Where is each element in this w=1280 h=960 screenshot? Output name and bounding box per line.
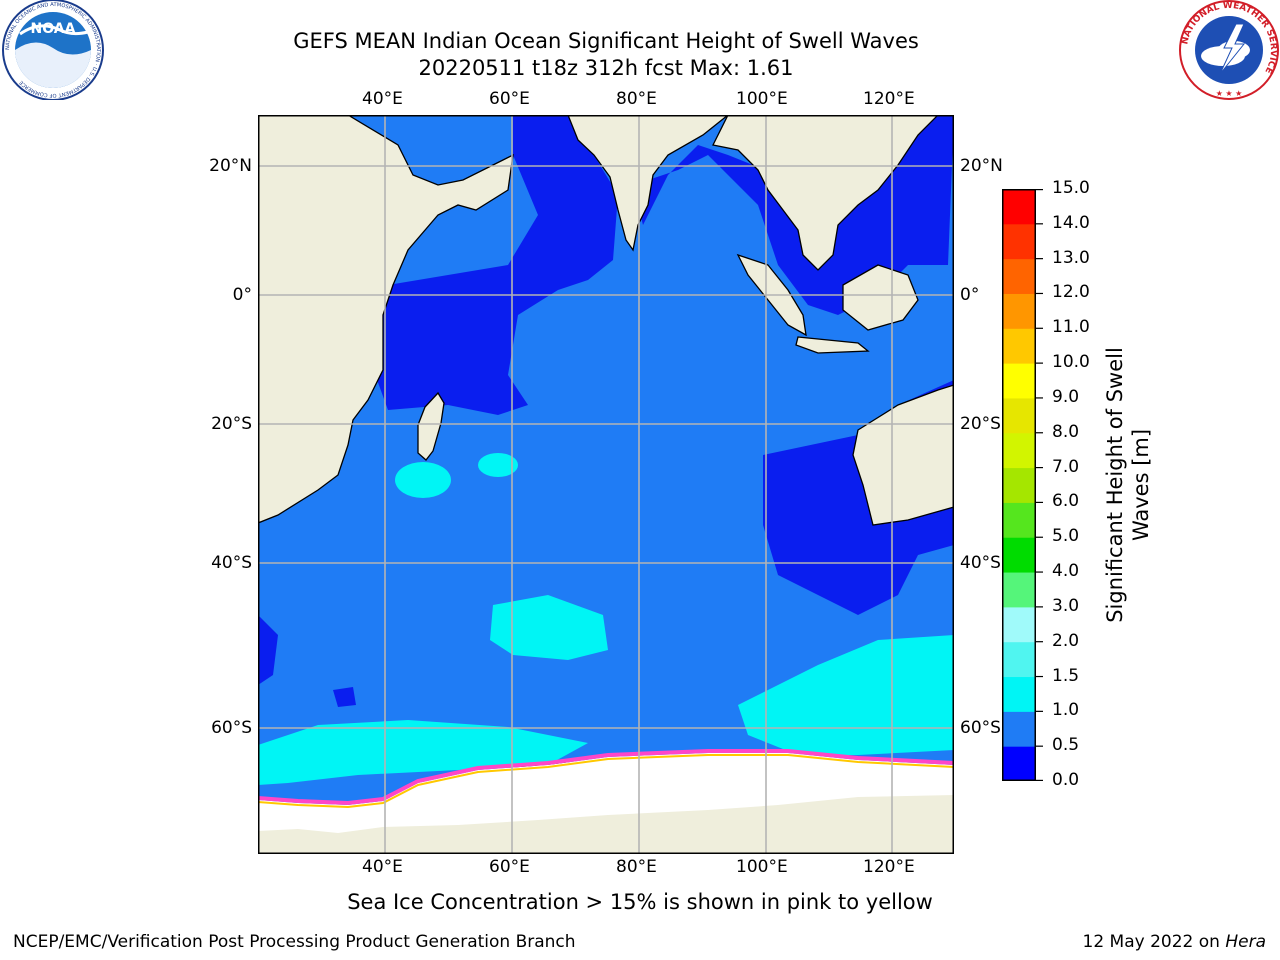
colorbar-tick-label: 8.0 bbox=[1052, 421, 1080, 442]
colorbar-segment bbox=[1002, 606, 1036, 643]
colorbar-tick-label: 2.0 bbox=[1052, 630, 1080, 651]
footer-host: Hera bbox=[1225, 932, 1266, 952]
colorbar-segment bbox=[1002, 572, 1036, 608]
colorbar-tick-label: 0.0 bbox=[1052, 770, 1080, 790]
colorbar-tick-label: 1.5 bbox=[1052, 665, 1080, 686]
colorbar-segment bbox=[1002, 432, 1036, 469]
colorbar-segment bbox=[1002, 258, 1036, 294]
graticule bbox=[258, 115, 954, 854]
colorbar-segment bbox=[1002, 363, 1036, 399]
colorbar-tick-label: 13.0 bbox=[1052, 247, 1090, 268]
footer-date: 12 May 2022 on Hera bbox=[1083, 932, 1267, 952]
colorbar-segment bbox=[1002, 502, 1036, 538]
sea-ice-edge-yellow bbox=[258, 754, 954, 809]
colorbar-tick-label: 6.0 bbox=[1052, 491, 1080, 512]
colorbar-tick-label: 15.0 bbox=[1052, 178, 1090, 198]
lat-label-left-20s: 20°S bbox=[211, 414, 252, 434]
sea-ice-edge-pink bbox=[258, 749, 954, 806]
colorbar-tick-label: 12.0 bbox=[1052, 282, 1090, 303]
lon-label-top-80e: 80°E bbox=[616, 89, 657, 109]
lon-label-top-60e: 60°E bbox=[489, 89, 530, 109]
sea-ice-note: Sea Ice Concentration > 15% is shown in … bbox=[347, 890, 933, 914]
colorbar-segment bbox=[1002, 397, 1036, 434]
colorbar-tick-label: 10.0 bbox=[1052, 352, 1090, 373]
map-frame bbox=[258, 115, 954, 854]
colorbar-segment bbox=[1002, 641, 1036, 678]
colorbar-title-line1: Significant Height of Swell bbox=[1103, 347, 1127, 623]
lat-label-right-60s: 60°S bbox=[960, 718, 1001, 738]
map-title: GEFS MEAN Indian Ocean Significant Heigh… bbox=[293, 29, 919, 53]
colorbar-tick-label: 5.0 bbox=[1052, 526, 1080, 547]
colorbar-segment bbox=[1002, 293, 1036, 329]
lon-label-bottom-80e: 80°E bbox=[616, 857, 657, 877]
colorbar-tick-label: 0.5 bbox=[1052, 735, 1080, 756]
lat-label-right-0: 0° bbox=[960, 285, 980, 305]
colorbar bbox=[1002, 189, 1036, 781]
colorbar-segment bbox=[1002, 711, 1036, 747]
footer-branch: NCEP/EMC/Verification Post Processing Pr… bbox=[13, 932, 576, 952]
colorbar-segment bbox=[1002, 189, 1036, 225]
lon-label-bottom-40e: 40°E bbox=[362, 857, 403, 877]
map-panel bbox=[258, 115, 954, 854]
colorbar-tick-label: 9.0 bbox=[1052, 386, 1080, 407]
moderate-swell-regions bbox=[258, 453, 954, 785]
colorbar-tick-label: 1.0 bbox=[1052, 700, 1080, 721]
lon-label-top-100e: 100°E bbox=[736, 89, 788, 109]
lat-label-left-40s: 40°S bbox=[211, 553, 252, 573]
colorbar-segment bbox=[1002, 328, 1036, 364]
lon-label-top-120e: 120°E bbox=[863, 89, 915, 109]
nws-logo: NATIONAL WEATHER SERVICE ★ ★ ★ bbox=[1179, 0, 1279, 100]
lat-label-left-60s: 60°S bbox=[211, 718, 252, 738]
colorbar-segment bbox=[1002, 537, 1036, 573]
colorbar-tick-label: 14.0 bbox=[1052, 212, 1090, 233]
colorbar-segment bbox=[1002, 746, 1036, 781]
lat-label-left-20n: 20°N bbox=[209, 156, 252, 176]
colorbar-segment bbox=[1002, 467, 1036, 503]
colorbar-tick-label: 3.0 bbox=[1052, 595, 1080, 616]
lat-label-right-20n: 20°N bbox=[960, 156, 1003, 176]
lon-label-bottom-120e: 120°E bbox=[863, 857, 915, 877]
lat-label-left-0: 0° bbox=[232, 285, 252, 305]
lon-label-bottom-60e: 60°E bbox=[489, 857, 530, 877]
footer-date-text: 12 May 2022 on bbox=[1082, 932, 1226, 952]
lat-label-right-20s: 20°S bbox=[960, 414, 1001, 434]
colorbar-tick-label: 7.0 bbox=[1052, 456, 1080, 477]
colorbar-segment bbox=[1002, 223, 1036, 260]
colorbar-tick-label: 11.0 bbox=[1052, 317, 1090, 338]
svg-text:★ ★ ★: ★ ★ ★ bbox=[1216, 89, 1243, 98]
sea-ice-band bbox=[258, 753, 954, 833]
map-subtitle: 20220511 t18z 312h fcst Max: 1.61 bbox=[418, 56, 794, 80]
colorbar-tick-label: 4.0 bbox=[1052, 561, 1080, 582]
lon-label-bottom-100e: 100°E bbox=[736, 857, 788, 877]
noaa-logo: NATIONAL OCEANIC AND ATMOSPHERIC ADMINIS… bbox=[2, 0, 104, 100]
lon-label-top-40e: 40°E bbox=[362, 89, 403, 109]
svg-text:NOAA: NOAA bbox=[31, 21, 76, 37]
colorbar-title-line2: Waves [m] bbox=[1129, 428, 1153, 542]
colorbar-segment bbox=[1002, 676, 1036, 712]
lat-label-right-40s: 40°S bbox=[960, 553, 1001, 573]
